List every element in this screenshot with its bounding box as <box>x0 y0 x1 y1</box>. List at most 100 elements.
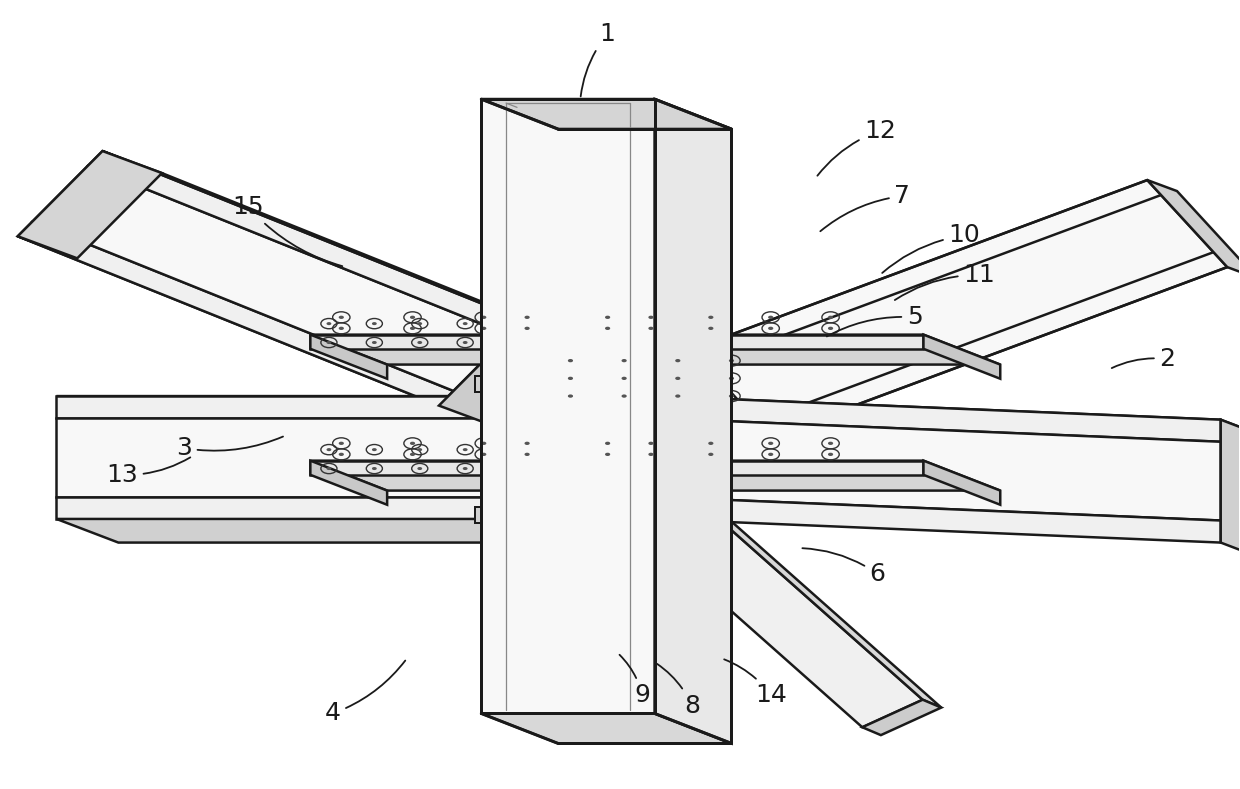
Circle shape <box>481 327 486 330</box>
Text: 2: 2 <box>1112 347 1176 371</box>
Polygon shape <box>57 519 543 543</box>
Circle shape <box>326 341 331 344</box>
Circle shape <box>326 467 331 470</box>
Text: 7: 7 <box>821 184 910 231</box>
Polygon shape <box>310 335 387 379</box>
Circle shape <box>828 453 833 456</box>
Text: 5: 5 <box>827 305 923 336</box>
Polygon shape <box>1147 180 1240 279</box>
Circle shape <box>605 442 610 445</box>
Polygon shape <box>556 349 655 461</box>
Polygon shape <box>692 180 1228 436</box>
Polygon shape <box>57 497 481 519</box>
Circle shape <box>708 316 713 319</box>
Polygon shape <box>655 396 1240 429</box>
Circle shape <box>339 442 343 445</box>
Circle shape <box>463 467 467 470</box>
Circle shape <box>339 316 343 319</box>
Circle shape <box>372 322 377 325</box>
Circle shape <box>339 453 343 456</box>
Circle shape <box>525 316 529 319</box>
Polygon shape <box>310 335 1001 365</box>
Circle shape <box>676 359 681 362</box>
Circle shape <box>768 453 774 456</box>
Circle shape <box>410 453 415 456</box>
Polygon shape <box>481 418 543 521</box>
Polygon shape <box>475 507 531 523</box>
Polygon shape <box>687 491 941 708</box>
Polygon shape <box>439 320 583 428</box>
Circle shape <box>525 327 529 330</box>
Circle shape <box>649 442 653 445</box>
Circle shape <box>729 394 734 398</box>
Circle shape <box>568 376 573 380</box>
Circle shape <box>481 442 486 445</box>
Polygon shape <box>655 99 732 743</box>
Polygon shape <box>32 166 510 391</box>
Circle shape <box>676 376 681 380</box>
Polygon shape <box>88 151 523 335</box>
Circle shape <box>828 316 833 319</box>
Circle shape <box>418 467 422 470</box>
Circle shape <box>410 316 415 319</box>
Polygon shape <box>862 700 941 735</box>
Polygon shape <box>57 396 543 420</box>
Circle shape <box>568 359 573 362</box>
Text: 13: 13 <box>107 458 190 487</box>
Text: 4: 4 <box>325 660 405 725</box>
Circle shape <box>828 327 833 330</box>
Text: 9: 9 <box>620 655 650 708</box>
Circle shape <box>729 376 734 380</box>
Polygon shape <box>924 461 1001 505</box>
Polygon shape <box>655 349 689 475</box>
Text: 6: 6 <box>802 548 885 586</box>
Circle shape <box>605 327 610 330</box>
Circle shape <box>339 327 343 330</box>
Polygon shape <box>481 99 655 713</box>
Text: 12: 12 <box>817 118 897 176</box>
Text: 8: 8 <box>657 664 699 718</box>
Circle shape <box>463 322 467 325</box>
Polygon shape <box>1220 420 1240 552</box>
Polygon shape <box>481 713 732 743</box>
Circle shape <box>708 442 713 445</box>
Text: 14: 14 <box>724 660 787 708</box>
Polygon shape <box>17 151 162 258</box>
Circle shape <box>372 467 377 470</box>
Circle shape <box>828 442 833 445</box>
Polygon shape <box>310 461 1001 491</box>
Circle shape <box>621 376 626 380</box>
Circle shape <box>568 394 573 398</box>
Circle shape <box>326 448 331 451</box>
Circle shape <box>649 316 653 319</box>
Circle shape <box>418 322 422 325</box>
Circle shape <box>605 453 610 456</box>
Circle shape <box>418 448 422 451</box>
Polygon shape <box>103 151 583 342</box>
Polygon shape <box>310 335 924 349</box>
Circle shape <box>372 448 377 451</box>
Circle shape <box>676 394 681 398</box>
Circle shape <box>410 327 415 330</box>
Polygon shape <box>655 396 1220 442</box>
Circle shape <box>621 359 626 362</box>
Polygon shape <box>17 236 498 428</box>
Text: 10: 10 <box>882 223 980 273</box>
Text: 15: 15 <box>233 195 342 266</box>
Text: 3: 3 <box>176 436 283 460</box>
Circle shape <box>649 327 653 330</box>
Circle shape <box>525 453 529 456</box>
Polygon shape <box>310 461 387 505</box>
Circle shape <box>326 322 331 325</box>
Circle shape <box>481 453 486 456</box>
Circle shape <box>605 316 610 319</box>
Polygon shape <box>475 376 531 392</box>
Circle shape <box>463 448 467 451</box>
Circle shape <box>463 341 467 344</box>
Polygon shape <box>481 99 732 129</box>
Circle shape <box>410 442 415 445</box>
Circle shape <box>768 316 774 319</box>
Circle shape <box>768 442 774 445</box>
Polygon shape <box>924 335 1001 379</box>
Polygon shape <box>57 418 481 497</box>
